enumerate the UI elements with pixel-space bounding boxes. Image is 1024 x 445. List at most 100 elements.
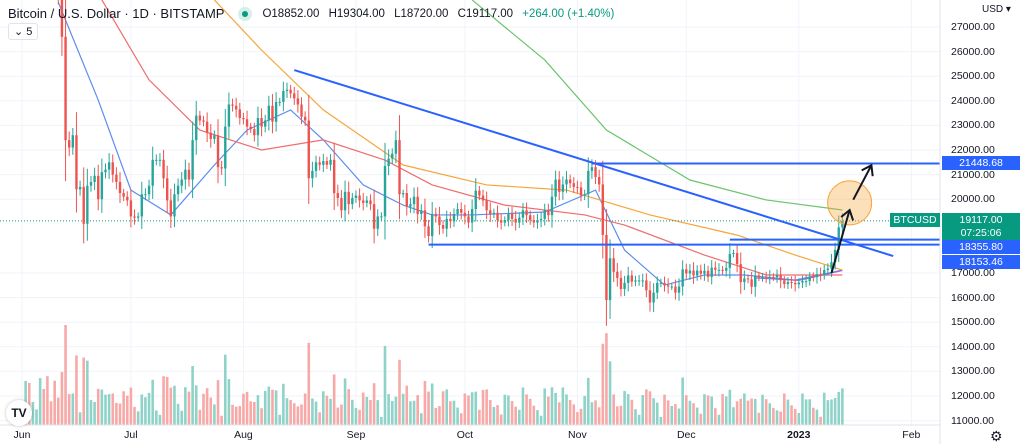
ma_mid-line <box>101 0 843 276</box>
level-label-3[interactable]: 18153.46 <box>942 255 1020 269</box>
volume-bar <box>786 399 790 425</box>
volume-bar <box>764 399 768 425</box>
volume-bar <box>332 374 336 425</box>
volume-bar <box>49 401 53 425</box>
volume-bar <box>409 401 412 425</box>
volume-bar <box>220 415 223 425</box>
volume-bar <box>543 388 547 425</box>
candle-body <box>158 159 162 161</box>
volume-bar <box>140 394 144 425</box>
volume-bar <box>75 355 78 425</box>
candle-body <box>191 140 194 180</box>
time-tick: Dec <box>676 429 696 441</box>
volume-bar <box>536 410 539 425</box>
candle-body <box>449 218 452 222</box>
candle-body <box>293 93 296 99</box>
legend-header: Bitcoin / U.S. Dollar · 1D · BITSTAMP O1… <box>8 6 620 21</box>
candle-body <box>71 135 75 148</box>
volume-bar <box>688 400 692 425</box>
volume-bar <box>347 389 350 425</box>
volume-bar <box>144 397 147 425</box>
candle-body <box>597 177 601 185</box>
candle-body <box>347 191 350 205</box>
volume-bar <box>768 403 772 425</box>
candle-body <box>797 282 801 285</box>
volume-bar <box>125 395 129 425</box>
candle-body <box>249 126 252 130</box>
volume-bar <box>89 400 93 425</box>
indicators-toggle[interactable]: ⌄ 5 <box>8 23 39 40</box>
candle-body <box>732 253 735 255</box>
volume-bar <box>314 401 318 425</box>
candle-body <box>775 274 779 278</box>
candle-body <box>801 281 804 283</box>
volume-bar <box>663 394 666 425</box>
volume-bar <box>187 391 191 425</box>
candle-body <box>561 184 565 192</box>
volume-bar <box>659 417 663 425</box>
candle-body <box>231 104 234 106</box>
candle-body <box>761 277 764 279</box>
volume-bar <box>60 372 64 425</box>
candle-body <box>616 271 619 278</box>
volume-bar <box>234 406 238 425</box>
candle-body <box>427 226 430 237</box>
volume-bar <box>815 409 819 425</box>
volume-bar <box>162 376 165 425</box>
volume-bar <box>194 385 198 425</box>
price-tick: 27000.00 <box>951 21 995 33</box>
volume-bar <box>303 393 307 425</box>
volume-bar <box>329 398 332 425</box>
level-label-1[interactable]: 21448.68 <box>942 156 1020 170</box>
candle-body <box>499 220 503 223</box>
volume-bar <box>86 360 89 425</box>
volume-bar <box>416 395 419 425</box>
volume-bar <box>321 391 325 425</box>
candle-body <box>136 216 140 218</box>
candle-body <box>634 280 637 282</box>
volume-bar <box>503 394 507 425</box>
volume-bar <box>96 388 100 425</box>
volume-bar <box>369 400 372 425</box>
arrow-up-icon <box>830 209 851 274</box>
candle-body <box>619 277 623 289</box>
candle-body <box>518 217 521 223</box>
last-price: 19117.00 <box>959 214 1003 226</box>
symbol-title[interactable]: Bitcoin / U.S. Dollar · 1D · BITSTAMP <box>8 6 225 21</box>
candle-body <box>147 185 151 195</box>
volume-bar <box>380 417 383 425</box>
volume-bar <box>735 401 739 425</box>
volume-bar <box>808 399 812 425</box>
candle-body <box>151 159 154 186</box>
drawings[interactable] <box>293 69 940 274</box>
candle-body <box>318 162 321 165</box>
chevron-down-icon: ⌄ <box>14 26 24 38</box>
volume-bar <box>561 387 565 425</box>
candle-body <box>456 209 459 214</box>
volume-bar <box>586 377 590 425</box>
tradingview-logo-icon[interactable]: TV <box>6 400 32 426</box>
candle-body <box>677 286 681 293</box>
volume-bar <box>572 404 576 425</box>
candle-body <box>329 159 332 165</box>
level-label-2[interactable]: 18355.80 <box>942 240 1020 254</box>
candle-body <box>826 268 830 271</box>
price-tick: 16000.00 <box>951 291 995 304</box>
volume-bar <box>213 404 216 425</box>
volume-bar <box>205 388 209 425</box>
volume-bar <box>626 394 630 425</box>
volume-bar <box>307 342 311 425</box>
candle-body <box>369 200 372 205</box>
volume-bar <box>64 325 67 425</box>
settings-gear-icon[interactable]: ⚙ <box>990 428 1003 444</box>
volume-bar <box>684 395 688 425</box>
volume-bar <box>115 402 118 425</box>
currency-selector[interactable]: USD ▾ <box>982 4 1011 15</box>
candle-body <box>496 212 499 221</box>
candle-body <box>833 249 837 263</box>
candle-body <box>656 282 659 293</box>
candle-body <box>274 102 278 122</box>
candle-body <box>637 280 641 282</box>
candle-body <box>260 118 263 127</box>
